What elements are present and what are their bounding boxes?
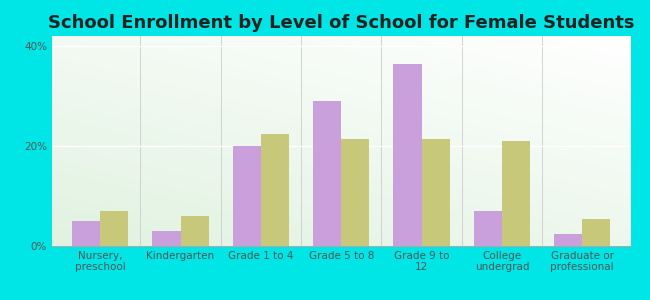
Bar (422, 139, 450, 246)
Bar (261, 134, 289, 246)
Bar (582, 218, 610, 246)
Bar (233, 146, 261, 246)
Bar (502, 141, 530, 246)
Bar (313, 101, 341, 246)
Bar (100, 211, 128, 246)
Bar (153, 231, 181, 246)
Bar (393, 64, 422, 246)
Bar (72, 221, 100, 246)
Bar (474, 211, 502, 246)
Bar (554, 233, 582, 246)
Bar (181, 216, 209, 246)
Title: School Enrollment by Level of School for Female Students: School Enrollment by Level of School for… (48, 14, 634, 32)
Bar (341, 139, 369, 246)
